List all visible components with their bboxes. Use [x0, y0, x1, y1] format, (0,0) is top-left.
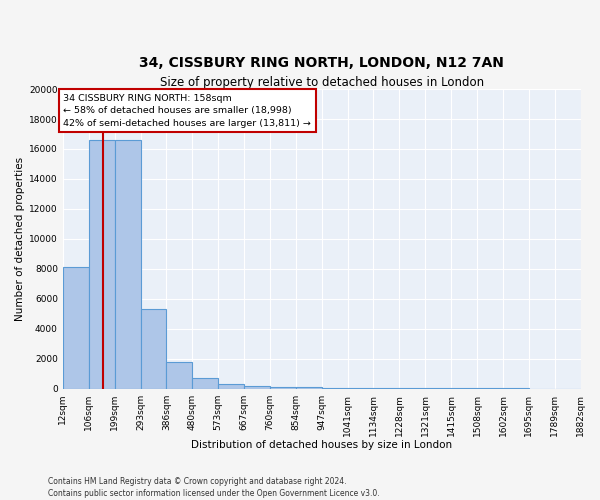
Bar — [89, 140, 115, 389]
Text: Contains HM Land Registry data © Crown copyright and database right 2024.
Contai: Contains HM Land Registry data © Crown c… — [48, 476, 380, 498]
Bar — [166, 362, 193, 389]
Bar — [63, 268, 89, 389]
Bar — [140, 310, 166, 389]
Bar — [400, 388, 425, 389]
Bar — [193, 378, 218, 389]
Bar — [270, 386, 296, 389]
Bar — [373, 388, 400, 389]
Bar — [322, 388, 347, 389]
X-axis label: Distribution of detached houses by size in London: Distribution of detached houses by size … — [191, 440, 452, 450]
Bar — [218, 384, 244, 389]
Bar — [347, 388, 373, 389]
Text: 34, CISSBURY RING NORTH, LONDON, N12 7AN: 34, CISSBURY RING NORTH, LONDON, N12 7AN — [139, 56, 504, 70]
Bar — [451, 388, 477, 389]
Bar — [115, 140, 140, 389]
Title: Size of property relative to detached houses in London: Size of property relative to detached ho… — [160, 76, 484, 89]
Bar — [244, 386, 270, 389]
Y-axis label: Number of detached properties: Number of detached properties — [15, 157, 25, 321]
Text: 34 CISSBURY RING NORTH: 158sqm
← 58% of detached houses are smaller (18,998)
42%: 34 CISSBURY RING NORTH: 158sqm ← 58% of … — [64, 94, 311, 128]
Bar — [425, 388, 451, 389]
Bar — [296, 388, 322, 389]
